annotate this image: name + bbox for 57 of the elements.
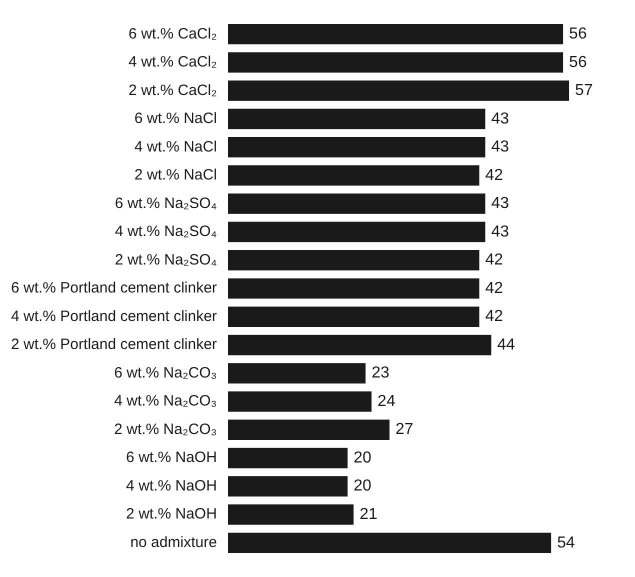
y-tick-label: 6 wt.% Na₂CO₃ (114, 364, 217, 382)
data-label: 20 (354, 449, 372, 466)
y-tick-label: 2 wt.% Portland cement clinker (11, 336, 217, 354)
bar (228, 108, 486, 130)
data-label: 20 (354, 478, 372, 495)
y-tick-label: 4 wt.% NaCl (134, 138, 217, 156)
y-tick-label: 6 wt.% NaCl (134, 110, 217, 128)
data-label: 42 (485, 308, 504, 326)
bar (228, 420, 390, 440)
bar (228, 334, 492, 356)
bar (228, 194, 486, 214)
data-label: 54 (557, 534, 575, 552)
data-label: 24 (378, 392, 396, 410)
bar (228, 504, 354, 525)
bar (228, 476, 348, 497)
y-tick-label: 2 wt.% CaCl₂ (128, 82, 218, 99)
y-tick-label: 4 wt.% Na₂SO₄ (114, 223, 217, 240)
bar (228, 80, 570, 101)
data-label: 56 (569, 54, 587, 71)
bar (228, 137, 486, 158)
data-label: 43 (491, 223, 510, 240)
data-label: 56 (569, 26, 587, 43)
y-tick-label: 4 wt.% CaCl₂ (128, 54, 218, 71)
data-label: 42 (485, 166, 504, 184)
bar (228, 391, 372, 412)
data-label: 23 (372, 364, 390, 382)
bar (228, 222, 486, 242)
y-tick-label: 2 wt.% Na₂CO₃ (114, 420, 217, 438)
bar (228, 306, 480, 327)
data-label: 21 (360, 506, 378, 524)
bar (228, 532, 552, 554)
bar (228, 250, 480, 270)
bar (228, 363, 366, 384)
y-tick-label: 4 wt.% NaOH (126, 477, 217, 494)
y-tick-label: 4 wt.% Portland cement clinker (11, 308, 217, 325)
y-tick-label: 6 wt.% Na₂SO₄ (114, 194, 217, 212)
data-label: 43 (491, 195, 510, 212)
data-label: 43 (491, 138, 510, 156)
y-tick-label: 2 wt.% NaCl (134, 166, 217, 184)
data-label: 44 (497, 336, 516, 354)
y-tick-label: 2 wt.% NaOH (126, 506, 217, 523)
y-tick-label: no admixture (130, 534, 217, 552)
data-label: 43 (491, 110, 510, 128)
data-label: 42 (485, 252, 504, 269)
y-tick-label: 6 wt.% CaCl₂ (128, 25, 218, 42)
bar (228, 24, 564, 44)
data-label: 57 (575, 82, 593, 100)
y-tick-label: 2 wt.% Na₂SO₄ (114, 251, 217, 268)
y-tick-label: 6 wt.% Portland cement clinker (11, 280, 217, 297)
bar (228, 165, 480, 186)
data-label: 27 (396, 421, 414, 438)
y-tick-label: 4 wt.% Na₂CO₃ (114, 392, 217, 410)
data-label: 42 (485, 280, 504, 297)
bar (228, 52, 564, 73)
bar (228, 278, 480, 299)
y-tick-label: 6 wt.% NaOH (126, 449, 217, 466)
bar (228, 448, 348, 468)
